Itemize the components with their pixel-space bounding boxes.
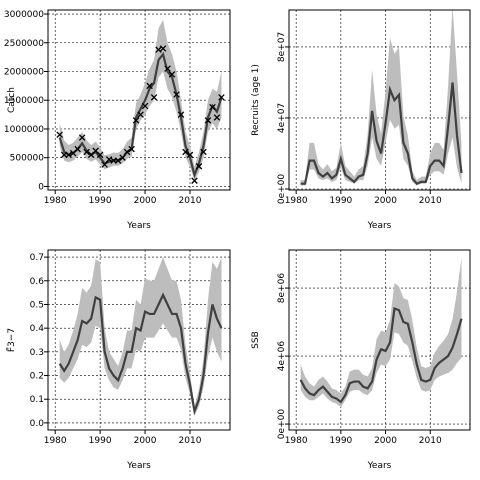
plot-frame xyxy=(47,249,231,431)
y-tick-label: 8e+06 xyxy=(277,273,287,304)
panel: 1980 1990 2000 2010 0.0 0.1 0.2 0.3 0.4 0.5 0.6 0.7… xyxy=(5,249,231,471)
observed-point xyxy=(74,145,81,153)
y-axis-label: F̄3−7 xyxy=(5,328,17,352)
observed-point xyxy=(218,94,225,101)
x-tick-label: 2000 xyxy=(374,196,397,206)
x-axis-label: Years xyxy=(126,461,151,471)
confidence-band xyxy=(300,10,462,186)
observed-point xyxy=(182,148,189,156)
y-tick-label: 4e+06 xyxy=(277,341,287,372)
observed-point xyxy=(191,177,198,184)
x-tick-label: 1990 xyxy=(89,436,112,446)
panel: 1980 1990 2000 2010 0 500000 1000000 1500000 200… xyxy=(4,9,231,231)
observed-point xyxy=(105,156,113,163)
y-tick-label: 1500000 xyxy=(4,96,44,106)
y-tick-label: 0.0 xyxy=(30,419,45,429)
observed-point xyxy=(96,151,104,159)
observed-point xyxy=(155,46,162,53)
y-tick-label: 0.6 xyxy=(30,277,45,287)
x-tick-label: 1980 xyxy=(285,436,308,446)
x-tick-label: 1980 xyxy=(44,196,67,206)
y-tick-label: 0e+00 xyxy=(277,174,287,205)
observed-point xyxy=(173,91,180,98)
y-tick-label: 0.5 xyxy=(30,300,44,310)
y-tick-label: 0.7 xyxy=(30,253,44,263)
observed-point xyxy=(168,71,176,78)
y-tick-label: 3000000 xyxy=(4,10,44,20)
confidence-band xyxy=(59,19,222,181)
x-tick-label: 2010 xyxy=(419,196,442,206)
x-tick-label: 2000 xyxy=(134,436,157,446)
x-axis-label: Years xyxy=(367,461,392,471)
observed-point xyxy=(119,154,126,161)
observed-point xyxy=(164,65,171,72)
y-tick-label: 0.3 xyxy=(30,348,44,358)
y-axis-label: Recruits (age 1) xyxy=(251,64,261,136)
observed-point xyxy=(209,103,216,111)
estimate-line xyxy=(300,82,463,185)
observed-point xyxy=(200,148,207,156)
observed-point xyxy=(123,148,131,156)
x-tick-label: 1990 xyxy=(89,196,112,206)
observed-point xyxy=(195,163,203,170)
y-tick-label: 4e+07 xyxy=(277,103,287,133)
x-tick-label: 1980 xyxy=(285,196,308,206)
x-tick-label: 2010 xyxy=(179,196,202,206)
x-tick-label: 2000 xyxy=(374,436,397,446)
observed-point xyxy=(114,157,122,164)
panel: 1980 1990 2000 2010 0e+00 4e+07 8e+07 Years Recr… xyxy=(251,9,471,231)
observed-point xyxy=(213,114,221,121)
x-tick-label: 2010 xyxy=(419,436,442,446)
y-tick-label: 8e+07 xyxy=(277,32,287,62)
observed-point xyxy=(137,111,144,118)
x-tick-label: 1990 xyxy=(329,436,352,446)
y-axis-label: SSB xyxy=(251,331,261,349)
observed-point xyxy=(146,82,153,90)
y-tick-label: 0.2 xyxy=(30,372,44,382)
panel: 1980 1990 2000 2010 0e+00 4e+06 8e+06 Years SSB xyxy=(251,249,471,471)
y-tick-label: 0e+00 xyxy=(277,409,287,440)
observed-point xyxy=(177,111,185,118)
estimate-line xyxy=(299,306,463,404)
observed-point xyxy=(132,117,140,124)
x-tick-label: 2000 xyxy=(134,196,157,206)
observed-point xyxy=(159,45,167,52)
observed-point xyxy=(204,117,212,124)
y-tick-label: 0.4 xyxy=(30,324,45,334)
observed-point xyxy=(128,145,135,153)
x-tick-label: 2010 xyxy=(179,436,202,446)
y-tick-label: 0 xyxy=(38,182,44,192)
estimate-line xyxy=(58,292,223,416)
observed-point xyxy=(150,94,158,101)
x-axis-label: Years xyxy=(367,221,392,231)
y-tick-label: 0.1 xyxy=(30,395,44,405)
y-tick-label: 500000 xyxy=(10,154,45,164)
x-tick-label: 1980 xyxy=(44,436,67,446)
observed-point xyxy=(56,131,63,138)
observed-point xyxy=(101,161,108,168)
y-tick-label: 2000000 xyxy=(4,67,44,77)
y-axis-label: Catch xyxy=(7,87,17,113)
observed-point xyxy=(65,151,72,159)
y-tick-label: 1000000 xyxy=(4,125,44,135)
confidence-band xyxy=(59,257,222,416)
estimate-line xyxy=(58,51,223,179)
plot-frame xyxy=(47,9,231,191)
observed-point xyxy=(141,102,149,110)
y-tick-label: 2500000 xyxy=(4,39,44,49)
x-axis-label: Years xyxy=(126,221,151,231)
observed-point xyxy=(186,151,194,159)
plot-frame xyxy=(288,249,471,431)
plot-frame xyxy=(288,9,471,191)
x-tick-label: 1990 xyxy=(329,196,352,206)
observed-point xyxy=(83,148,90,156)
observed-point xyxy=(78,134,86,141)
confidence-band xyxy=(300,257,462,408)
